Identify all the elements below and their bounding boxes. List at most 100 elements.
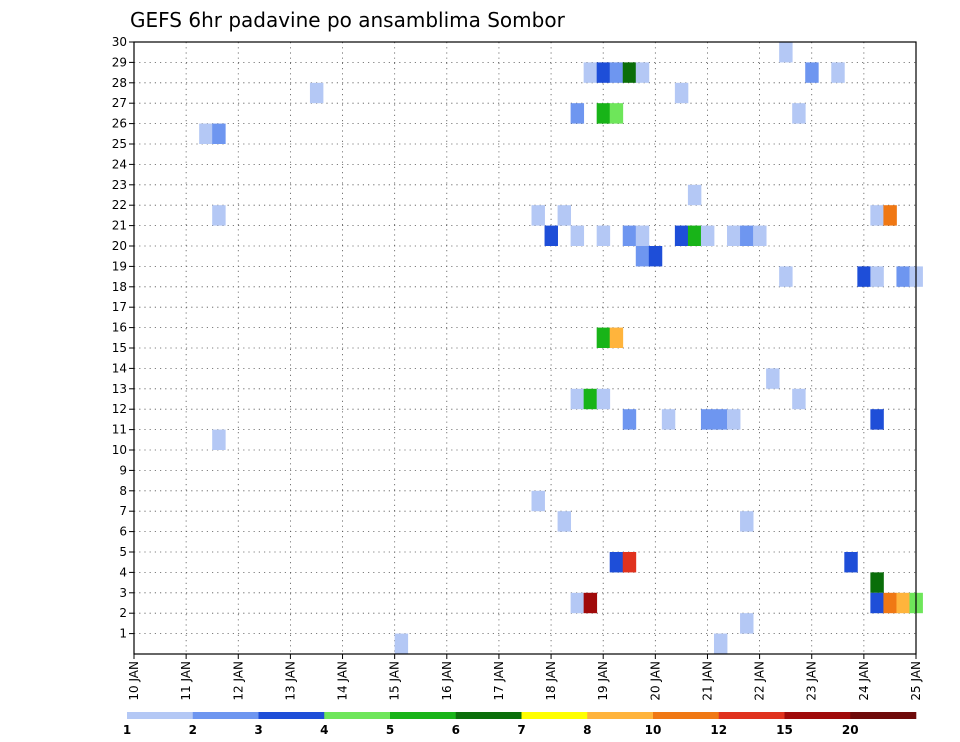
data-cell — [635, 62, 650, 83]
data-cell — [883, 592, 897, 614]
x-tick-label: 19 JAN — [596, 661, 610, 701]
x-tick-label: 17 JAN — [492, 661, 506, 701]
data-cell — [212, 123, 226, 144]
x-tick-label: 25 JAN — [909, 661, 923, 701]
data-cell — [661, 409, 676, 430]
data-cell — [557, 205, 572, 226]
legend-label: 12 — [710, 723, 727, 737]
data-cell — [596, 225, 611, 246]
data-cell — [779, 42, 793, 63]
data-cell — [557, 511, 572, 532]
legend-swatch — [127, 712, 194, 719]
data-cell — [596, 327, 611, 348]
y-tick-label: 27 — [112, 96, 127, 110]
y-tick-label: 13 — [112, 382, 127, 396]
y-tick-label: 2 — [119, 606, 127, 620]
data-cell — [570, 592, 585, 614]
data-cell — [766, 368, 780, 389]
data-cell — [583, 62, 598, 83]
data-cells — [199, 42, 923, 654]
legend-swatch — [653, 712, 720, 719]
data-cell — [609, 103, 624, 124]
data-cell — [609, 552, 624, 573]
legend-swatch — [192, 712, 259, 719]
data-cell — [622, 225, 637, 246]
y-tick-label: 29 — [112, 55, 127, 69]
data-cell — [700, 225, 715, 246]
data-cell — [687, 225, 702, 246]
legend-label: 7 — [517, 723, 525, 737]
data-cell — [831, 62, 845, 83]
y-tick-label: 20 — [112, 239, 127, 253]
data-cell — [635, 225, 650, 246]
data-cell — [531, 205, 545, 226]
data-cell — [883, 205, 897, 226]
legend-swatch — [455, 712, 522, 719]
y-tick-label: 7 — [119, 504, 127, 518]
x-tick-label: 12 JAN — [231, 661, 245, 701]
y-tick-label: 11 — [112, 423, 127, 437]
x-tick-label: 23 JAN — [805, 661, 819, 701]
data-cell — [870, 266, 884, 287]
data-cell — [394, 633, 409, 654]
color-legend: 1 2 3 4 5 6 7 8 10 12 15 20 — [123, 712, 917, 737]
data-cell — [596, 103, 611, 124]
data-cell — [713, 633, 728, 654]
y-tick-label: 8 — [119, 484, 127, 498]
data-cell — [635, 246, 650, 267]
legend-swatch — [521, 712, 588, 719]
data-cell — [212, 205, 226, 226]
x-tick-label: 15 JAN — [388, 661, 402, 701]
y-tick-label: 18 — [112, 280, 127, 294]
y-tick-label: 15 — [112, 341, 127, 355]
data-cell — [779, 266, 793, 287]
data-cell — [609, 62, 624, 83]
legend-label: 10 — [645, 723, 662, 737]
data-cell — [596, 388, 611, 410]
y-tick-label: 28 — [112, 76, 127, 90]
y-tick-label: 3 — [119, 586, 127, 600]
data-cell — [727, 409, 741, 430]
y-tick-label: 9 — [119, 463, 127, 477]
data-cell — [896, 592, 910, 614]
x-tick-label: 20 JAN — [648, 661, 662, 701]
y-tick-label: 5 — [119, 545, 127, 559]
legend-label: 15 — [776, 723, 793, 737]
legend-label: 8 — [583, 723, 591, 737]
legend-label: 3 — [254, 723, 262, 737]
y-tick-label: 24 — [112, 157, 127, 171]
y-tick-label: 22 — [112, 198, 127, 212]
data-cell — [674, 225, 689, 246]
data-cell — [740, 225, 754, 246]
data-cell — [199, 123, 213, 144]
data-cell — [544, 225, 558, 246]
data-cell — [674, 82, 689, 104]
data-cell — [531, 490, 545, 512]
legend-swatch — [784, 712, 851, 719]
legend-swatch — [850, 712, 917, 719]
data-cell — [870, 592, 884, 614]
y-tick-label: 10 — [112, 443, 127, 457]
x-axis: 10 JAN 11 JAN 12 JAN 13 JAN 14 JAN 15 JAN 16 J… — [127, 654, 923, 701]
data-cell — [844, 552, 858, 573]
legend-swatch — [718, 712, 785, 719]
x-tick-label: 14 JAN — [336, 661, 350, 701]
data-cell — [857, 266, 871, 287]
y-tick-label: 16 — [112, 321, 127, 335]
data-cell — [805, 62, 819, 83]
legend-swatch — [390, 712, 457, 719]
data-cell — [870, 572, 884, 593]
data-cell — [609, 327, 624, 348]
legend-swatch — [587, 712, 654, 719]
legend-swatch — [324, 712, 391, 719]
data-cell — [648, 246, 663, 267]
y-tick-label: 23 — [112, 178, 127, 192]
x-tick-label: 24 JAN — [857, 661, 871, 701]
data-cell — [570, 103, 585, 124]
data-cell — [713, 409, 728, 430]
y-tick-label: 25 — [112, 137, 127, 151]
y-tick-label: 26 — [112, 117, 127, 131]
data-cell — [753, 225, 767, 246]
data-cell — [687, 184, 702, 206]
